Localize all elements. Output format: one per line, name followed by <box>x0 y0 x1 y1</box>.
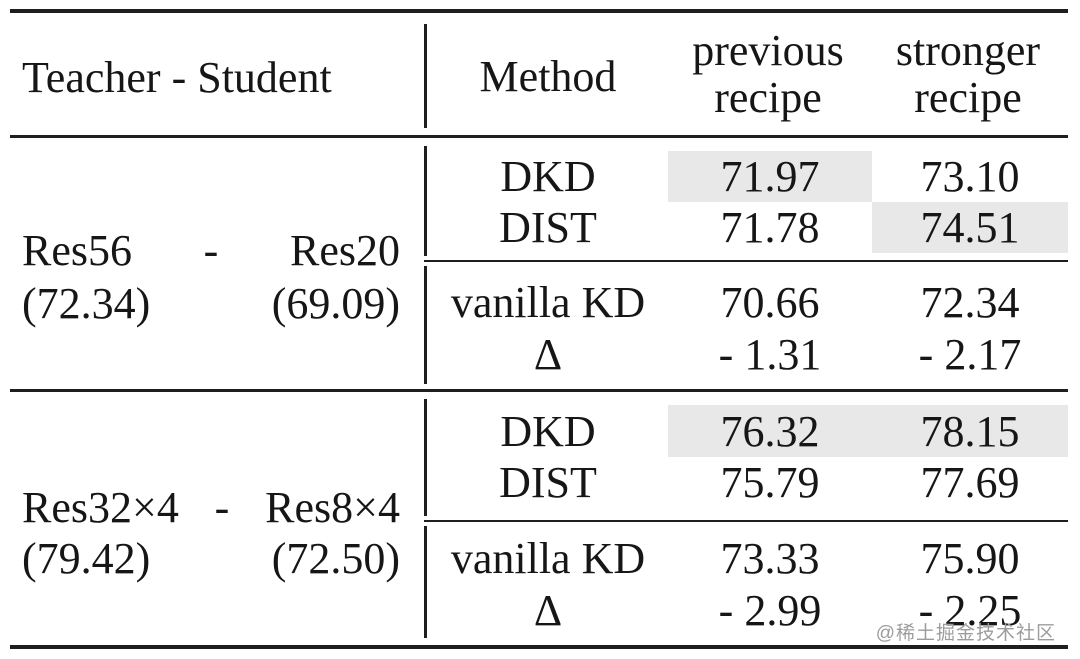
table-top-rule <box>10 9 1068 13</box>
table-row: vanilla KD 73.33 75.90 <box>424 532 1080 584</box>
header-previous-line2: recipe <box>714 73 822 122</box>
column-divider-header <box>424 24 427 128</box>
group2-teacher-accuracy: (79.42) <box>22 534 151 583</box>
header-stronger-line2: recipe <box>914 73 1022 122</box>
previous-recipe-value: - 2.99 <box>718 585 822 635</box>
column-divider-group2-bottom <box>424 526 427 638</box>
group1-teacher-accuracy: (72.34) <box>22 279 151 328</box>
table-row: DIST 71.78 74.51 <box>424 202 1080 253</box>
table-row: Δ - 1.31 - 2.17 <box>424 329 1080 380</box>
stronger-recipe-value: 74.51 <box>872 202 1068 253</box>
method-cell: DIST <box>499 203 597 252</box>
header-bottom-rule <box>10 135 1068 138</box>
previous-recipe-value: 71.97 <box>668 151 872 202</box>
header-stronger-recipe: stronger recipe <box>868 26 1068 122</box>
group2-student-accuracy: (72.50) <box>271 534 400 583</box>
table-row: DKD 71.97 73.10 <box>424 151 1080 202</box>
table-row: DIST 75.79 77.69 <box>424 457 1080 508</box>
group-separator-rule <box>10 389 1068 392</box>
previous-recipe-value: 71.78 <box>720 203 820 252</box>
watermark-text: @稀土掘金技术社区 <box>875 623 1056 644</box>
column-divider-group1-bottom <box>424 266 427 384</box>
group2-mid-rule <box>424 520 1068 522</box>
group1-teacher-name: Res56 <box>22 226 132 275</box>
previous-recipe-value: 76.32 <box>668 405 872 457</box>
column-divider-group1-top <box>424 146 427 256</box>
stronger-recipe-value: 73.10 <box>920 152 1020 201</box>
stronger-recipe-value: - 2.17 <box>918 330 1022 379</box>
method-cell: DKD <box>500 152 596 201</box>
stronger-recipe-value: 78.15 <box>872 405 1068 457</box>
column-divider-group2-top <box>424 399 427 516</box>
stronger-recipe-value: - 2.25 <box>918 585 1022 635</box>
stronger-recipe-value: 77.69 <box>920 458 1020 507</box>
group2-dash: - <box>214 483 230 532</box>
previous-recipe-value: - 1.31 <box>718 330 822 379</box>
table-row: DKD 76.32 78.15 <box>424 405 1080 457</box>
group1-dash: - <box>203 226 219 275</box>
header-method: Method <box>479 51 617 101</box>
table-bottom-rule <box>10 645 1068 649</box>
group1-pair-names: Res56 - Res20 <box>22 229 400 273</box>
group1-student-name: Res20 <box>290 226 400 275</box>
method-cell: DKD <box>500 406 596 456</box>
group2-teacher-name: Res32×4 <box>22 483 179 532</box>
header-teacher-student: Teacher - Student <box>22 53 332 102</box>
previous-recipe-value: 73.33 <box>720 533 820 583</box>
previous-recipe-value: 70.66 <box>720 278 820 327</box>
stronger-recipe-value: 75.90 <box>920 533 1020 583</box>
delta-cell: Δ <box>533 585 563 635</box>
header-previous-line1: previous <box>692 26 844 75</box>
group1-mid-rule <box>424 260 1068 262</box>
method-cell: vanilla KD <box>450 278 646 327</box>
group2-pair-names: Res32×4 - Res8×4 <box>22 486 400 530</box>
table-row: vanilla KD 70.66 72.34 <box>424 277 1080 328</box>
group2-pair-accuracies: (79.42) (72.50) <box>22 537 400 581</box>
header-previous-recipe: previous recipe <box>664 26 872 122</box>
delta-cell: Δ <box>533 330 563 379</box>
group2-student-name: Res8×4 <box>265 483 400 532</box>
group1-pair-accuracies: (72.34) (69.09) <box>22 282 400 326</box>
header-stronger-line1: stronger <box>895 26 1041 75</box>
stronger-recipe-value: 72.34 <box>920 278 1020 327</box>
table-row: Δ - 2.99 - 2.25 <box>424 584 1080 636</box>
method-cell: DIST <box>499 458 597 507</box>
previous-recipe-value: 75.79 <box>720 458 820 507</box>
group1-student-accuracy: (69.09) <box>271 279 400 328</box>
method-cell: vanilla KD <box>450 533 646 583</box>
